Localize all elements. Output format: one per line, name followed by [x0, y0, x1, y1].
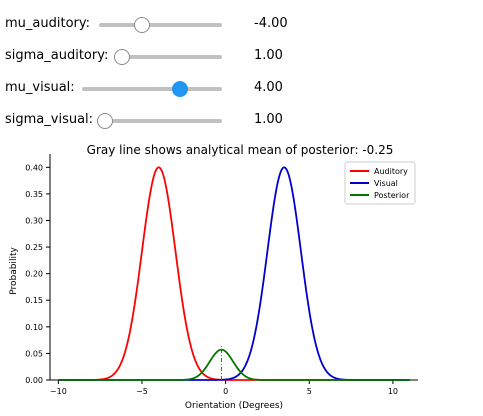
y-tick-label: 0.00	[25, 376, 43, 385]
slider-value: 1.00	[254, 112, 283, 127]
x-tick-label: 5	[307, 387, 312, 396]
series-line-posterior	[58, 348, 410, 381]
chart-title: Gray line shows analytical mean of poste…	[87, 143, 394, 157]
y-tick-label: 0.30	[25, 216, 43, 225]
chart-curves	[58, 166, 410, 381]
x-tick-label: 0	[223, 387, 228, 396]
y-tick-label: 0.40	[25, 163, 43, 172]
x-tick-label: −5	[136, 387, 148, 396]
sigma-auditory-slider-track[interactable]	[117, 55, 222, 59]
mu-visual-slider-thumb[interactable]	[172, 81, 188, 97]
y-tick-label: 0.10	[25, 323, 43, 332]
slider-label: sigma_visual:	[5, 112, 94, 127]
slider-label: mu_auditory:	[5, 16, 90, 31]
x-tick-label: −10	[50, 387, 67, 396]
mu-visual-slider-track[interactable]	[82, 87, 222, 91]
slider-row-mu-auditory: mu_auditory: -4.00	[0, 10, 483, 40]
legend-box	[344, 161, 416, 205]
mu-auditory-slider-thumb[interactable]	[134, 17, 151, 33]
slider-label: mu_visual:	[5, 80, 75, 95]
sigma-visual-slider-track[interactable]	[99, 119, 222, 123]
slider-value: 4.00	[254, 80, 283, 95]
slider-row-sigma-visual: sigma_visual: 1.00	[0, 106, 483, 136]
y-tick-label: 0.20	[25, 270, 43, 279]
chart-legend: Auditory Visual Posterior	[344, 161, 416, 205]
probability-chart: Gray line shows analytical mean of poste…	[9, 143, 418, 411]
slider-value: 1.00	[254, 48, 283, 63]
legend-label: Posterior	[374, 191, 410, 200]
y-tick-label: 0.15	[25, 296, 43, 305]
x-axis-label: Orientation (Degrees)	[185, 401, 283, 411]
legend-label: Visual	[374, 179, 398, 188]
x-tick-label: 10	[388, 387, 398, 396]
legend-label: Auditory	[374, 167, 408, 176]
y-axis-label: Probability	[9, 247, 19, 295]
slider-row-sigma-auditory: sigma_auditory: 1.00	[0, 42, 483, 72]
slider-value: -4.00	[254, 16, 288, 31]
slider-label: sigma_auditory:	[5, 48, 109, 63]
y-tick-label: 0.05	[25, 349, 43, 358]
sigma-visual-slider-thumb[interactable]	[97, 113, 114, 129]
y-tick-label: 0.35	[25, 190, 43, 199]
y-tick-label: 0.25	[25, 243, 43, 252]
sigma-auditory-slider-thumb[interactable]	[114, 49, 131, 65]
slider-row-mu-visual: mu_visual: 4.00	[0, 74, 483, 104]
mu-auditory-slider-track[interactable]	[99, 23, 222, 27]
